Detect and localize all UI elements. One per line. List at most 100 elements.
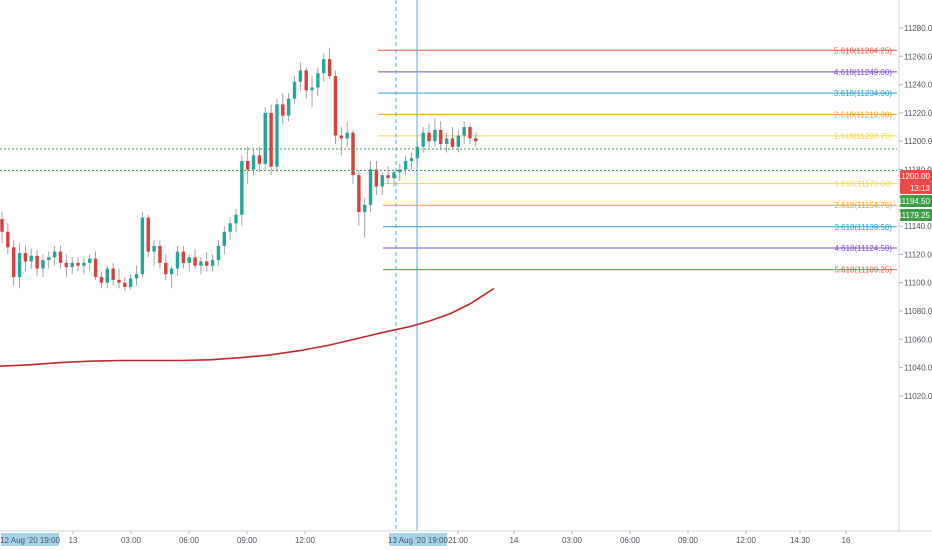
candle-body <box>339 135 343 139</box>
session-separators <box>395 0 418 531</box>
candle-body <box>0 219 4 232</box>
candle <box>6 223 10 255</box>
candle-body <box>322 59 326 74</box>
candle <box>316 67 320 96</box>
candle-body <box>292 81 297 99</box>
candle <box>105 265 109 289</box>
time-tick-label: 06:00 <box>620 536 641 545</box>
candle-body <box>392 172 396 178</box>
candle-body <box>140 217 145 275</box>
candle-body <box>216 245 221 261</box>
candle-body <box>6 231 10 248</box>
candle <box>41 254 45 278</box>
candle <box>380 172 384 195</box>
candle-body <box>263 112 267 164</box>
price-badge-label: 11200.00 <box>897 172 930 181</box>
candle-body <box>286 98 291 116</box>
candle-body <box>222 231 226 246</box>
candle <box>368 161 373 212</box>
candle-body <box>386 175 390 178</box>
candle-body <box>210 260 215 266</box>
candle-body <box>310 87 314 91</box>
candle <box>374 161 379 195</box>
price-tick-label: 11080.00 <box>904 307 932 316</box>
candle-body <box>421 132 425 147</box>
candle-body <box>298 70 303 82</box>
candle-body <box>398 169 402 173</box>
candle-body <box>380 175 384 187</box>
candle <box>427 124 431 147</box>
candle-body <box>205 261 209 266</box>
price-tick-label: 11280.00 <box>904 24 932 33</box>
time-tick-label: 09:00 <box>237 536 258 545</box>
time-tick-label: 06:00 <box>179 536 200 545</box>
candle-body <box>462 127 466 136</box>
candle-body <box>193 257 197 266</box>
time-label-highlight <box>389 533 447 546</box>
candle <box>12 240 16 286</box>
candle-body <box>415 146 420 159</box>
time-tick-label: 03:00 <box>121 536 142 545</box>
candle-body <box>316 73 320 88</box>
candle-body <box>427 132 431 142</box>
candle-body <box>199 261 203 266</box>
candle <box>23 245 28 272</box>
candle-body <box>468 127 472 139</box>
candlesticks <box>0 47 478 292</box>
time-tick-label: 12:00 <box>736 536 757 545</box>
candle-body <box>123 282 127 287</box>
candle <box>193 248 197 269</box>
candle <box>351 129 355 184</box>
time-axis[interactable]: 12 Aug '20 19:00 13 03:00 06:00 09:00 12:00 13… <box>0 530 932 546</box>
candle <box>240 155 244 227</box>
candle <box>29 248 33 269</box>
price-badge-bg <box>900 170 932 182</box>
candle <box>327 47 332 79</box>
candle <box>158 240 162 269</box>
time-tick-label: 16 <box>842 536 851 545</box>
price-badges: 11200.00 13:13 11194.50 11179.25 <box>897 170 932 221</box>
candle-body <box>433 129 437 142</box>
candle-body <box>374 169 379 187</box>
candle <box>403 155 408 176</box>
candle-body <box>333 76 338 136</box>
time-tick-label: 13 <box>69 536 78 545</box>
price-tick-label: 11060.00 <box>904 335 932 344</box>
time-tick-label: 12:00 <box>295 536 316 545</box>
price-axis[interactable]: 11280.00 11260.00 11240.00 11220.00 11200.00… <box>898 0 932 531</box>
candle-body <box>12 247 16 278</box>
candle-body <box>234 214 238 224</box>
candle-body <box>444 138 449 145</box>
fib-level-label: 3.618(11234.00) <box>834 89 892 98</box>
fib-level-label: 4.618(11249.00) <box>834 68 892 77</box>
candle-body <box>88 258 92 263</box>
candle-body <box>351 132 355 176</box>
candle-body <box>456 135 460 147</box>
candle-body <box>363 204 367 212</box>
price-badge-bg <box>900 209 932 221</box>
candle <box>99 271 104 289</box>
candle <box>345 121 349 147</box>
candle <box>93 251 98 280</box>
candle <box>456 129 460 153</box>
candle <box>322 53 326 82</box>
candle-body <box>99 277 104 283</box>
price-tick-label: 11240.00 <box>904 81 932 90</box>
candle <box>444 132 449 153</box>
time-tick-label: 09:00 <box>678 536 699 545</box>
candle <box>310 76 314 108</box>
candle-body <box>134 274 139 279</box>
price-tick-label: 11260.00 <box>904 52 932 61</box>
candle <box>175 245 180 276</box>
candle-body <box>304 70 308 91</box>
price-level-lines <box>0 148 897 172</box>
candle-body <box>76 262 80 266</box>
candle <box>263 107 267 170</box>
fib-level-label: 5.618(11109.25) <box>834 266 892 275</box>
candle <box>181 245 186 269</box>
fib-level-label: 4.618(11124.50) <box>834 244 892 253</box>
candle-body <box>257 155 262 164</box>
candle <box>450 127 455 150</box>
fib-level-label: 1.618(11170.00) <box>834 180 892 189</box>
